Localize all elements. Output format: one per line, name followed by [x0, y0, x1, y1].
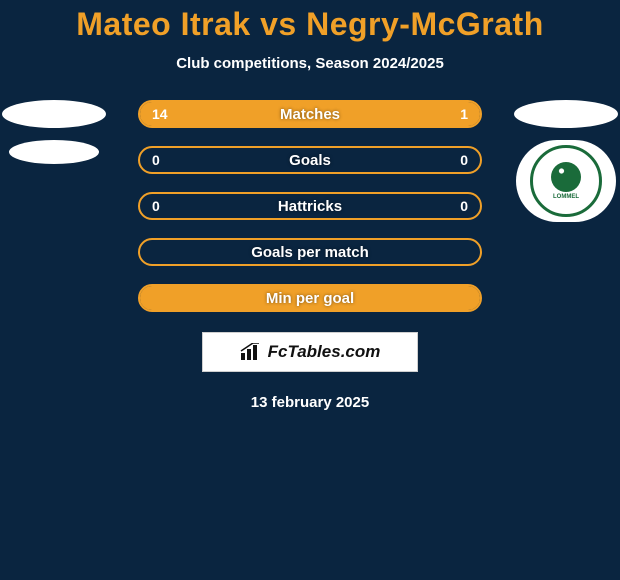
stat-row: 141Matches [138, 100, 482, 128]
stat-label: Goals per match [140, 240, 480, 264]
watermark-text: FcTables.com [268, 342, 381, 362]
stat-label: Min per goal [140, 286, 480, 310]
left-player-club-column [2, 100, 106, 164]
stat-row: 00Hattricks [138, 192, 482, 220]
stat-row: Min per goal [138, 284, 482, 312]
stat-label: Goals [140, 148, 480, 172]
stat-rows: 141Matches 00Goals 00Hattricks Goals per ma… [138, 100, 482, 312]
club-badge-placeholder-icon [2, 100, 106, 128]
club-badge-lommel: LOMMEL [516, 140, 616, 222]
date-label: 13 february 2025 [0, 394, 620, 411]
stat-row: Goals per match [138, 238, 482, 266]
subtitle: Club competitions, Season 2024/2025 [0, 55, 620, 72]
comparison-card: Mateo Itrak vs Negry-McGrath Club compet… [0, 0, 620, 411]
club-badge-placeholder-icon [514, 100, 618, 128]
page-title: Mateo Itrak vs Negry-McGrath [0, 6, 620, 43]
stat-row: 00Goals [138, 146, 482, 174]
shield-icon: LOMMEL [530, 145, 602, 217]
club-badge-placeholder-icon [9, 140, 99, 164]
bar-chart-icon [240, 343, 262, 361]
stat-label: Matches [140, 102, 480, 126]
stat-label: Hattricks [140, 194, 480, 218]
stats-area: LOMMEL 141Matches 00Goals 00Hattricks Goals… [0, 100, 620, 312]
club-badge-label: LOMMEL [553, 194, 579, 200]
soccer-ball-icon [551, 162, 581, 192]
right-player-club-column: LOMMEL [514, 100, 618, 222]
watermark: FcTables.com [202, 332, 418, 372]
